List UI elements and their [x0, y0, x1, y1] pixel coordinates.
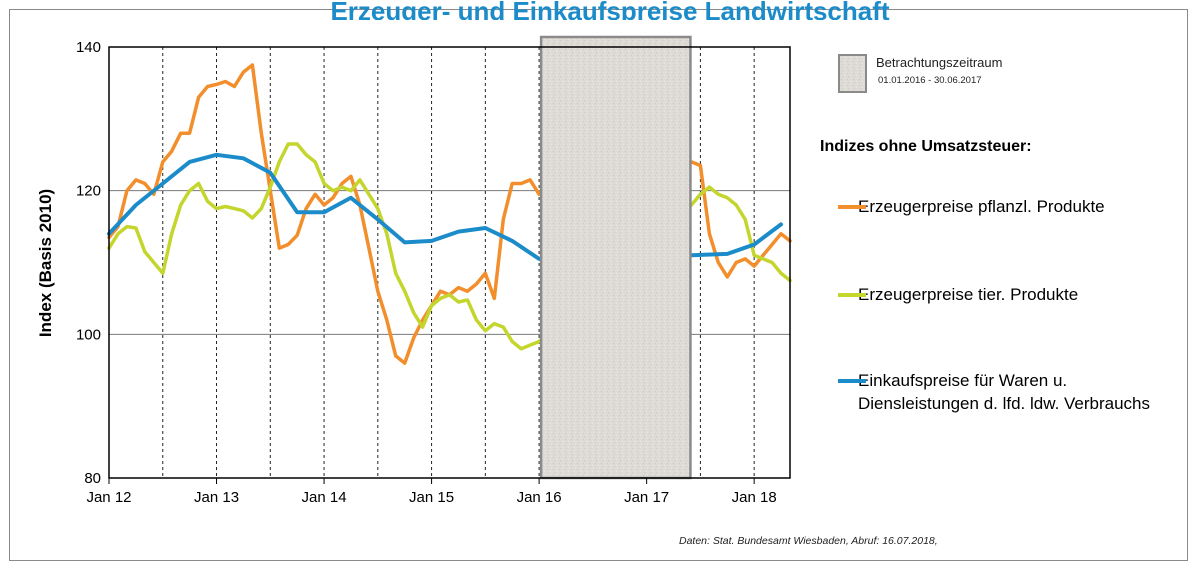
x-tick-label: Jan 18 — [732, 489, 777, 506]
chart-title: Erzeuger- und Einkaufspreise Landwirtsch… — [330, 0, 890, 20]
legend-swatch-einkauf — [838, 379, 866, 383]
x-tick-label: Jan 13 — [194, 489, 239, 506]
series-line-0 — [107, 63, 792, 365]
legend-period-label: Betrachtungszeitraum — [876, 55, 1003, 70]
legend-swatch-tier — [838, 293, 866, 297]
y-tick-label: 80 — [84, 470, 101, 487]
y-tick-label: 120 — [76, 183, 101, 200]
x-tick-label: Jan 12 — [86, 489, 131, 506]
hidden-period-box — [539, 35, 692, 480]
legend-item-pflanzl: Erzeugerpreise pflanzl. Produkte — [838, 195, 1188, 218]
y-tick-label: 100 — [76, 326, 101, 343]
x-tick-label: Jan 17 — [624, 489, 669, 506]
legend-label-einkauf: Einkaufspreise für Waren u. Diensleistun… — [858, 371, 1151, 413]
legend-item-einkauf: Einkaufspreise für Waren u. Diensleistun… — [838, 369, 1158, 415]
legend-label-tier: Erzeugerpreise tier. Produkte — [858, 285, 1079, 304]
legend-item-tier: Erzeugerpreise tier. Produkte — [838, 283, 1188, 306]
y-axis-label: Index (Basis 2010) — [36, 189, 55, 337]
plot-border — [108, 46, 791, 479]
y-tick-label: 140 — [76, 39, 101, 56]
legend-period-swatch — [838, 54, 867, 93]
legend-heading: Indizes ohne Umsatzsteuer: — [820, 138, 1032, 155]
chart-frame: Erzeuger- und Einkaufspreise Landwirtsch… — [9, 0, 1188, 561]
legend-period-range: 01.01.2016 - 30.06.2017 — [878, 75, 982, 86]
legend-swatch-pflanzl — [838, 205, 866, 209]
x-tick-label: Jan 15 — [409, 489, 454, 506]
legend-label-pflanzl: Erzeugerpreise pflanzl. Produkte — [858, 197, 1105, 216]
x-tick-label: Jan 14 — [302, 489, 347, 506]
series-line-1 — [107, 142, 792, 351]
source-note: Daten: Stat. Bundesamt Wiesbaden, Abruf:… — [679, 535, 938, 547]
x-tick-label: Jan 16 — [517, 489, 562, 506]
